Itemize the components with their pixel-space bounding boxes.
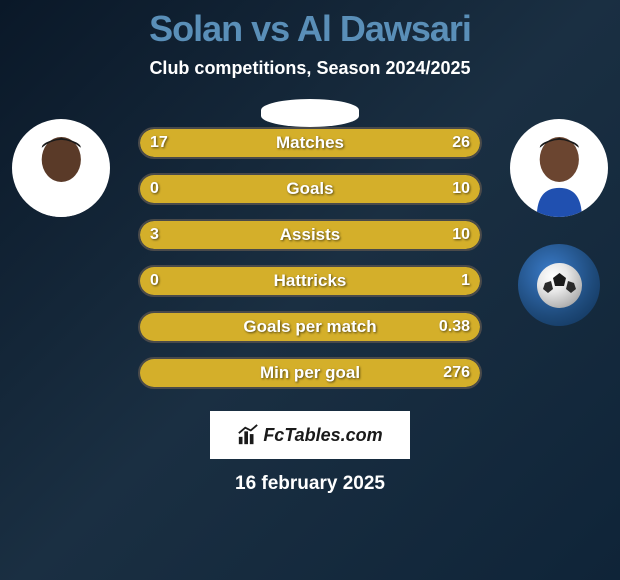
stat-value-right: 0.38 [439, 318, 470, 336]
stat-row: Assists 3 10 [138, 219, 482, 251]
brand-label: FcTables.com [237, 424, 382, 446]
chart-icon [237, 424, 259, 446]
stat-value-right: 10 [452, 180, 470, 198]
club-right-logo [518, 244, 600, 326]
stat-label: Assists [280, 225, 340, 245]
stat-label: Min per goal [260, 363, 360, 383]
stat-label: Hattricks [274, 271, 347, 291]
stat-value-left: 0 [150, 180, 159, 198]
stat-row: Goals 0 10 [138, 173, 482, 205]
club-left-placeholder [261, 99, 359, 127]
stat-value-left: 3 [150, 226, 159, 244]
stat-value-right: 276 [443, 364, 470, 382]
stat-value-right: 26 [452, 134, 470, 152]
stat-label: Matches [276, 133, 344, 153]
player-left-silhouette [27, 134, 96, 217]
stat-row: Hattricks 0 1 [138, 265, 482, 297]
brand-text: FcTables.com [263, 425, 382, 446]
stat-label: Goals [286, 179, 333, 199]
comparison-infographic: Solan vs Al Dawsari Club competitions, S… [0, 0, 620, 580]
stats-container: Matches 17 26 Goals 0 10 Assists 3 10 Hattricks 0 1… [138, 127, 482, 403]
stat-row: Goals per match 0.38 [138, 311, 482, 343]
stat-row: Min per goal 276 [138, 357, 482, 389]
player-left-avatar [12, 119, 110, 217]
season-subtitle: Club competitions, Season 2024/2025 [149, 58, 470, 79]
stats-area: Matches 17 26 Goals 0 10 Assists 3 10 Hattricks 0 1… [0, 99, 620, 495]
stat-value-right: 10 [452, 226, 470, 244]
player-right-avatar [510, 119, 608, 217]
stat-value-right: 1 [461, 272, 470, 290]
stat-fill-right [218, 221, 480, 249]
stat-label: Goals per match [243, 317, 376, 337]
date-label: 16 february 2025 [235, 473, 385, 495]
stat-value-left: 17 [150, 134, 168, 152]
stat-value-left: 0 [150, 272, 159, 290]
stat-row: Matches 17 26 [138, 127, 482, 159]
player-right-silhouette [525, 134, 594, 217]
page-title: Solan vs Al Dawsari [149, 8, 471, 50]
brand-box: FcTables.com [210, 411, 410, 459]
soccer-ball-icon [537, 263, 582, 308]
